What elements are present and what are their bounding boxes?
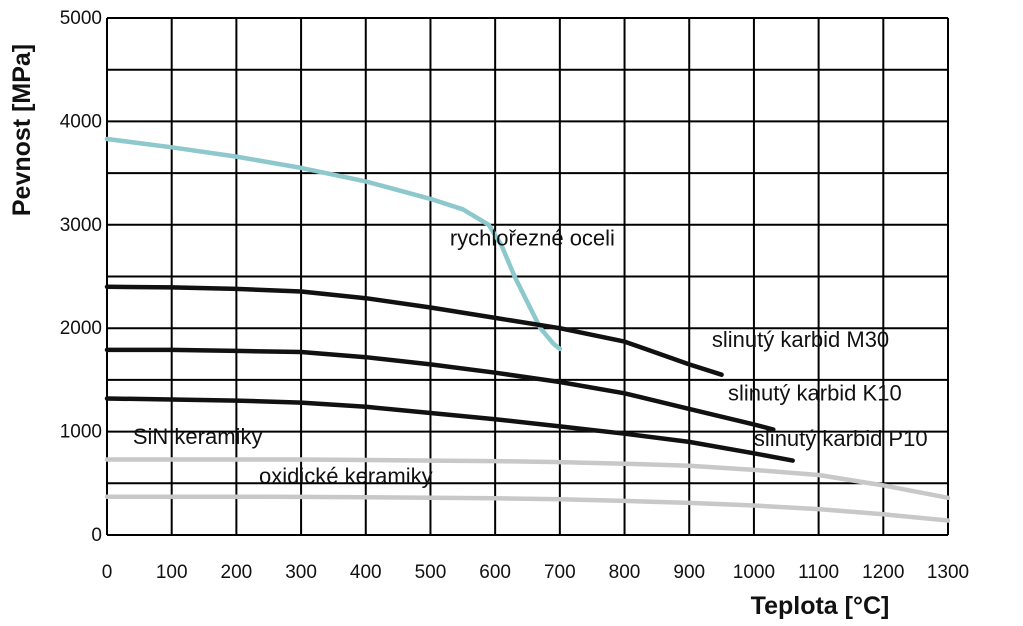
- series-annotation-1: slinutý karbid M30: [712, 327, 889, 352]
- tick-labels: 0 1000 2000 3000 4000 5000 0 100 200 300 400 500 600…: [60, 8, 969, 583]
- x-tick-label: 400: [350, 562, 382, 583]
- series-line-4: [104, 457, 951, 501]
- series-annotation-0: rychlořezné oceli: [450, 225, 615, 250]
- y-tick-label: 5000: [60, 8, 102, 29]
- x-tick-label: 500: [415, 562, 447, 583]
- x-tick-label: 1300: [927, 562, 969, 583]
- series-line-2: [104, 347, 776, 432]
- y-tick-label: 1000: [60, 422, 102, 443]
- series-lines: [104, 136, 951, 523]
- series-annotation-2: slinutý karbid K10: [728, 381, 902, 406]
- y-tick-label: 0: [91, 525, 102, 546]
- x-tick-label: 100: [156, 562, 188, 583]
- series-annotation-5: oxidické keramiky: [259, 463, 433, 488]
- y-tick-label: 2000: [60, 318, 102, 339]
- grid: [106, 17, 949, 536]
- x-tick-label: 700: [544, 562, 576, 583]
- series-annotations: rychlořezné oceli slinutý karbid M30 slinu…: [133, 225, 928, 488]
- y-axis-label: Pevnost [MPa]: [8, 44, 36, 216]
- x-axis-label: Teplota [°C]: [751, 592, 890, 620]
- x-tick-label: 800: [609, 562, 641, 583]
- x-tick-label: 1100: [798, 562, 839, 583]
- x-tick-label: 0: [102, 562, 113, 583]
- x-tick-label: 900: [673, 562, 705, 583]
- series-annotation-3: slinutý karbid P10: [754, 426, 928, 451]
- series-line-3: [104, 396, 795, 463]
- x-tick-label: 200: [221, 562, 253, 583]
- x-tick-label: 1200: [862, 562, 904, 583]
- x-tick-label: 600: [479, 562, 511, 583]
- series-line-5: [104, 494, 951, 523]
- x-tick-label: 1000: [733, 562, 775, 583]
- series-annotation-4: SiN keramiky: [133, 424, 263, 449]
- x-tick-label: 300: [285, 562, 317, 583]
- y-tick-label: 3000: [60, 215, 102, 236]
- series-line-1: [104, 284, 724, 377]
- y-tick-label: 4000: [60, 111, 102, 132]
